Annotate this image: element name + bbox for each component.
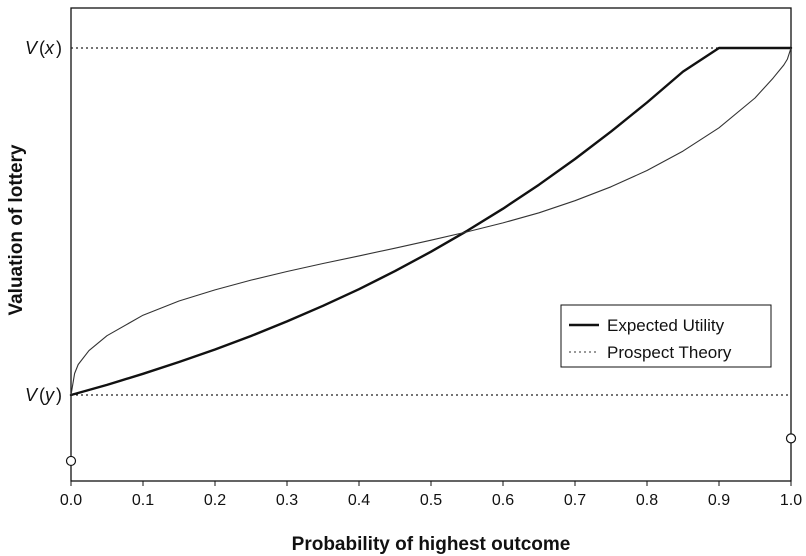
x-tick-label: 0.3 bbox=[276, 492, 298, 509]
x-tick-label: 1.0 bbox=[780, 492, 802, 509]
x-tick-label: 0.8 bbox=[636, 492, 658, 509]
x-tick-label: 0.4 bbox=[348, 492, 370, 509]
series-line-prospect-theory bbox=[70, 47, 792, 396]
plot-area bbox=[70, 7, 792, 482]
x-tick-label: 0.5 bbox=[420, 492, 442, 509]
legend-label-prospect-theory: Prospect Theory bbox=[607, 343, 732, 362]
level-label-vx: V (x) bbox=[25, 38, 62, 58]
legend-label-expected-utility: Expected Utility bbox=[607, 316, 725, 335]
reference-lines bbox=[71, 47, 791, 396]
level-label-vy: V (y) bbox=[25, 385, 62, 405]
x-tick-label: 0.9 bbox=[708, 492, 730, 509]
x-tick-label: 0.6 bbox=[492, 492, 514, 509]
y-axis-title: Valuation of lottery bbox=[6, 144, 27, 315]
x-tick-label: 0.0 bbox=[60, 492, 82, 509]
x-tick-label: 0.7 bbox=[564, 492, 586, 509]
x-tick-label: 0.1 bbox=[132, 492, 154, 509]
legend-box bbox=[560, 304, 772, 368]
series-line-expected-utility bbox=[69, 46, 793, 397]
endpoint-marker bbox=[785, 433, 797, 444]
series-lines bbox=[69, 46, 793, 397]
legend: Expected Utility Prospect Theory bbox=[560, 304, 772, 368]
x-axis-ticks: 0.0 0.1 0.2 0.3 0.4 0.5 0.6 0.7 0.8 0.9 1.0 bbox=[60, 481, 802, 509]
plot-frame bbox=[70, 7, 792, 482]
x-axis-title: Probability of highest outcome bbox=[292, 534, 571, 555]
endpoint-marker bbox=[65, 455, 77, 467]
y-level-labels: V (y) V (x) bbox=[25, 38, 62, 405]
x-tick-label: 0.2 bbox=[204, 492, 226, 509]
endpoint-markers bbox=[65, 433, 797, 467]
